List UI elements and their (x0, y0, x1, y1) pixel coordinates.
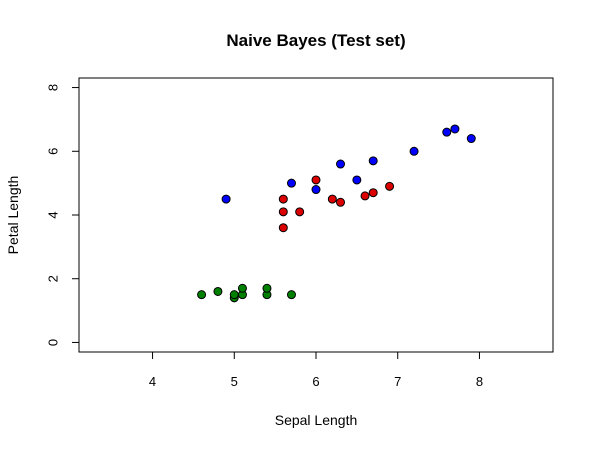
x-tick-label: 7 (394, 374, 401, 389)
data-point (286, 178, 296, 188)
data-point (336, 197, 346, 207)
data-point (352, 175, 362, 185)
y-tick-label: 2 (46, 275, 61, 282)
data-point (197, 290, 207, 300)
data-point (360, 191, 370, 201)
x-axis: 4 5 6 7 8 (149, 351, 483, 389)
y-axis-label: Petal Length (5, 176, 21, 255)
data-point (442, 127, 452, 137)
x-axis-label: Sepal Length (275, 412, 358, 428)
data-point (368, 188, 378, 198)
data-point (278, 194, 288, 204)
y-tick-label: 6 (46, 148, 61, 155)
data-point (262, 283, 272, 293)
data-point (278, 207, 288, 217)
x-tick-label: 6 (312, 374, 319, 389)
data-points (197, 124, 476, 303)
data-point (385, 181, 395, 191)
data-point (327, 194, 337, 204)
x-tick-label: 5 (231, 374, 238, 389)
plot-area (78, 77, 554, 353)
data-point (229, 290, 239, 300)
data-point (295, 207, 305, 217)
data-point (213, 286, 223, 296)
y-tick-label: 0 (46, 339, 61, 346)
y-tick-label: 8 (46, 84, 61, 91)
data-point (466, 134, 476, 144)
x-tick-label: 8 (476, 374, 483, 389)
chart-title: Naive Bayes (Test set) (226, 31, 405, 50)
x-tick-label: 4 (149, 374, 156, 389)
data-point (311, 175, 321, 185)
data-point (237, 283, 247, 293)
data-point (336, 159, 346, 169)
data-point (278, 223, 288, 233)
data-point (450, 124, 460, 134)
data-point (368, 156, 378, 166)
data-point (311, 185, 321, 195)
data-point (286, 290, 296, 300)
y-axis: 0 2 4 6 8 (46, 84, 80, 346)
data-point (409, 146, 419, 156)
data-point (221, 194, 231, 204)
y-tick-label: 4 (46, 211, 61, 218)
